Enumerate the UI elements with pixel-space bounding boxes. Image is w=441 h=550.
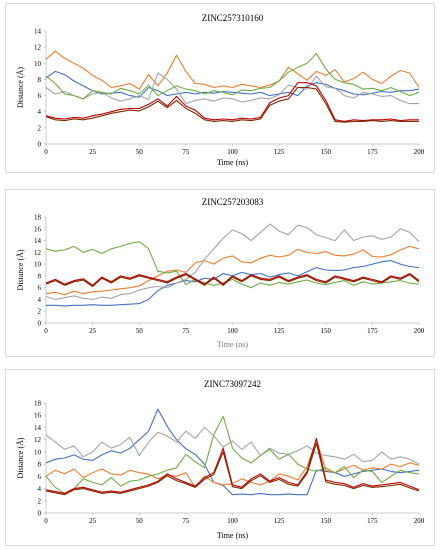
y-tick-label: 16 — [34, 412, 42, 420]
y-tick-label: 6 — [38, 92, 42, 100]
x-tick-label: 50 — [136, 327, 144, 335]
y-tick-label: 14 — [34, 237, 42, 245]
y-tick-label: 2 — [38, 124, 42, 132]
y-tick-label: 14 — [34, 28, 42, 36]
y-tick-label: 6 — [38, 284, 42, 292]
series-line-4 — [45, 415, 420, 494]
chart-title: ZINC257310160 — [202, 13, 264, 23]
chart-panel-2: ZINC257203083 0 2 4 6 8 10 12 14 16 18 0 25 50 75 100 12… — [5, 189, 435, 357]
y-tick-label: 12 — [34, 44, 42, 52]
series-line-4 — [45, 53, 420, 100]
y-tick-label: 10 — [34, 261, 42, 269]
x-tick-label: 200 — [414, 148, 425, 156]
x-axis-label: Time (ns) — [217, 340, 248, 349]
y-tick-label: 4 — [38, 108, 42, 116]
x-tick-label: 200 — [414, 517, 425, 525]
y-tick-label: 10 — [34, 448, 42, 456]
y-tick-label: 4 — [38, 296, 42, 304]
series-line-3 — [45, 426, 420, 465]
series-line-2 — [45, 50, 420, 90]
x-tick-label: 50 — [136, 517, 144, 525]
x-tick-label: 150 — [321, 517, 332, 525]
series-line-6 — [45, 86, 419, 123]
y-tick-label: 0 — [38, 141, 42, 149]
series-line-3 — [45, 72, 419, 105]
x-tick-label: 0 — [44, 517, 48, 525]
y-axis-label: Distance (Å) — [16, 67, 25, 108]
series-line-4 — [45, 241, 420, 289]
y-tick-label: 8 — [38, 76, 42, 84]
x-tick-label: 175 — [367, 148, 378, 156]
x-tick-label: 150 — [321, 327, 332, 335]
x-tick-label: 150 — [321, 148, 332, 156]
x-tick-label: 0 — [44, 327, 48, 335]
x-tick-label: 50 — [136, 148, 144, 156]
series-line-5 — [45, 272, 420, 286]
y-tick-label: 16 — [34, 225, 42, 233]
x-axis-label: Time (ns) — [217, 158, 248, 167]
x-tick-label: 125 — [274, 148, 285, 156]
x-tick-label: 100 — [227, 327, 238, 335]
y-tick-label: 2 — [38, 497, 42, 505]
x-tick-label: 25 — [89, 327, 97, 335]
y-tick-label: 18 — [34, 400, 42, 408]
line-chart-1: ZINC257310160 0 2 4 6 8 10 12 14 0 25 50 75 100 125 150… — [16, 13, 425, 167]
series-line-5 — [45, 82, 419, 122]
x-tick-label: 25 — [89, 517, 97, 525]
y-tick-label: 12 — [34, 249, 42, 257]
chart-title: ZINC257203083 — [202, 197, 264, 207]
x-tick-label: 25 — [89, 148, 97, 156]
x-tick-label: 200 — [414, 327, 425, 335]
line-chart-2: ZINC257203083 0 2 4 6 8 10 12 14 16 18 0 25 50 75 100 12… — [16, 197, 425, 349]
y-tick-label: 0 — [38, 510, 42, 518]
y-tick-label: 18 — [34, 214, 42, 222]
x-tick-label: 100 — [227, 148, 238, 156]
series-line-3 — [45, 223, 420, 300]
y-tick-label: 8 — [38, 272, 42, 280]
y-tick-label: 12 — [34, 436, 42, 444]
x-tick-label: 75 — [182, 327, 190, 335]
y-tick-label: 10 — [34, 60, 42, 68]
y-axis-label: Distance (Å) — [16, 437, 25, 478]
x-tick-label: 125 — [274, 327, 285, 335]
y-axis-label: Distance (Å) — [16, 249, 25, 290]
x-tick-label: 75 — [182, 148, 190, 156]
y-tick-label: 14 — [34, 424, 42, 432]
x-tick-label: 100 — [227, 517, 238, 525]
y-tick-label: 0 — [38, 320, 42, 328]
x-tick-label: 125 — [274, 517, 285, 525]
series-line-6 — [45, 274, 420, 288]
y-tick-label: 4 — [38, 485, 42, 493]
x-tick-label: 0 — [44, 148, 48, 156]
series-line-6 — [45, 442, 420, 496]
x-tick-label: 175 — [367, 327, 378, 335]
series-line-1 — [45, 408, 420, 496]
chart-panel-1: ZINC257310160 0 2 4 6 8 10 12 14 0 25 50 75 100 125 150… — [5, 3, 435, 173]
line-chart-3: ZINC73097242 0 2 4 6 8 10 12 14 16 18 0 25 50 75 100 125… — [16, 379, 425, 540]
chart-title: ZINC73097242 — [204, 379, 261, 389]
y-tick-label: 6 — [38, 473, 42, 481]
x-tick-label: 75 — [182, 517, 190, 525]
series-line-1 — [45, 70, 420, 98]
y-tick-label: 2 — [38, 308, 42, 316]
x-axis-label: Time (ns) — [217, 531, 248, 540]
chart-panel-3: ZINC73097242 0 2 4 6 8 10 12 14 16 18 0 25 50 75 100 125… — [5, 369, 435, 546]
y-tick-label: 8 — [38, 461, 42, 469]
series-line-1 — [46, 260, 420, 307]
series-line-2 — [45, 245, 420, 296]
x-tick-label: 175 — [367, 517, 378, 525]
